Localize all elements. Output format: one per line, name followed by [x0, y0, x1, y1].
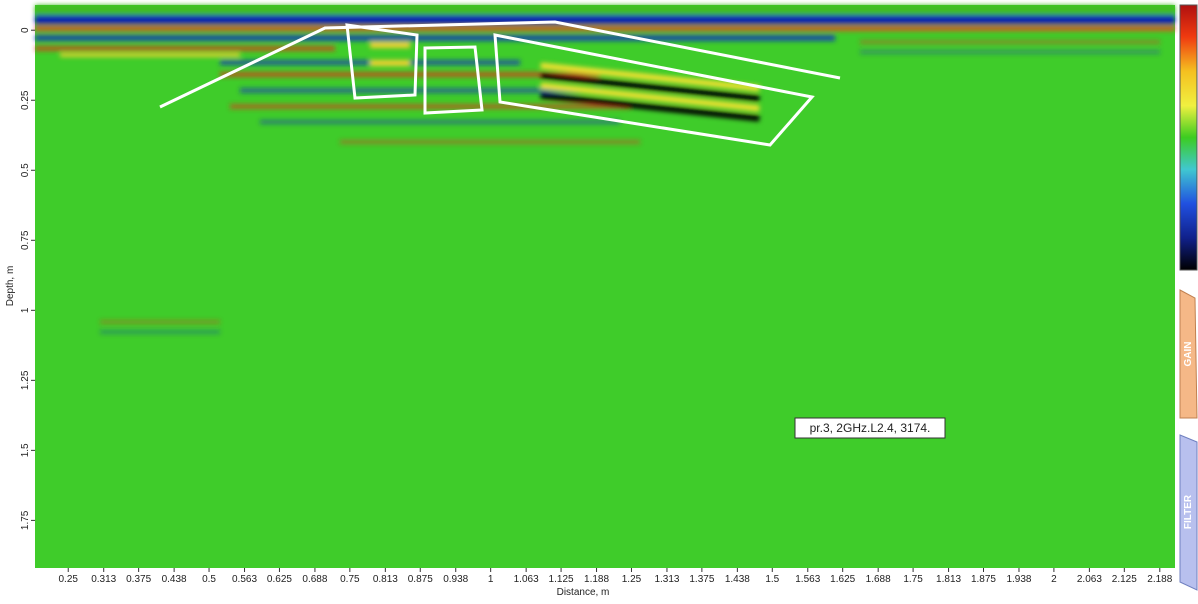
x-tick-label: 0.625 — [267, 574, 292, 585]
y-tick-label: 1.5 — [20, 443, 31, 457]
y-axis-label: Depth, m — [5, 266, 16, 307]
x-tick-label: 0.688 — [302, 574, 327, 585]
x-tick-label: 1.125 — [549, 574, 574, 585]
x-tick-label: 1.063 — [514, 574, 539, 585]
x-tick-label: 1.75 — [903, 574, 923, 585]
x-tick-label: 2.063 — [1077, 574, 1102, 585]
x-tick-label: 1.5 — [765, 574, 779, 585]
x-tick-label: 1.563 — [795, 574, 820, 585]
annotation: pr.3, 2GHz.L2.4, 3174. — [810, 421, 931, 435]
x-axis-label: Distance, m — [557, 587, 610, 598]
x-tick-label: 1.313 — [654, 574, 679, 585]
y-tick-label: 0.25 — [20, 90, 31, 110]
x-tick-label: 1.875 — [971, 574, 996, 585]
x-tick-label: 0.313 — [91, 574, 116, 585]
x-tick-label: 2 — [1051, 574, 1057, 585]
x-tick-label: 1.938 — [1006, 574, 1031, 585]
x-tick-label: 1.625 — [830, 574, 855, 585]
x-tick-label: 0.813 — [373, 574, 398, 585]
y-tick-label: 0.75 — [20, 230, 31, 250]
x-tick-label: 0.938 — [443, 574, 468, 585]
x-tick-label: 0.25 — [58, 574, 78, 585]
x-tick-label: 1 — [488, 574, 494, 585]
x-tick-label: 1.188 — [584, 574, 609, 585]
x-tick-label: 0.375 — [126, 574, 151, 585]
x-tick-label: 1.813 — [936, 574, 961, 585]
y-tick-label: 0 — [20, 27, 31, 33]
colorbar — [1180, 5, 1197, 270]
x-tick-label: 1.25 — [622, 574, 642, 585]
y-tick-label: 1.75 — [20, 510, 31, 530]
x-tick-label: 2.188 — [1147, 574, 1172, 585]
radargram-view: pr.3, 2GHz.L2.4, 3174. Distance, m Depth… — [0, 0, 1198, 599]
filter-label: FILTER — [1183, 494, 1194, 529]
x-tick-label: 1.375 — [689, 574, 714, 585]
x-tick-label: 0.563 — [232, 574, 257, 585]
x-tick-label: 0.5 — [202, 574, 216, 585]
x-tick-label: 1.438 — [725, 574, 750, 585]
x-tick-label: 0.438 — [162, 574, 187, 585]
y-tick-label: 1.25 — [20, 370, 31, 390]
page: pr.3, 2GHz.L2.4, 3174. Distance, m Depth… — [0, 0, 1198, 599]
y-tick-label: 1 — [20, 307, 31, 313]
x-tick-label: 1.688 — [866, 574, 891, 585]
gain-label: GAIN — [1183, 342, 1194, 367]
y-tick-label: 0.5 — [20, 163, 31, 177]
x-tick-label: 0.75 — [340, 574, 360, 585]
x-tick-label: 2.125 — [1112, 574, 1137, 585]
x-tick-label: 0.875 — [408, 574, 433, 585]
